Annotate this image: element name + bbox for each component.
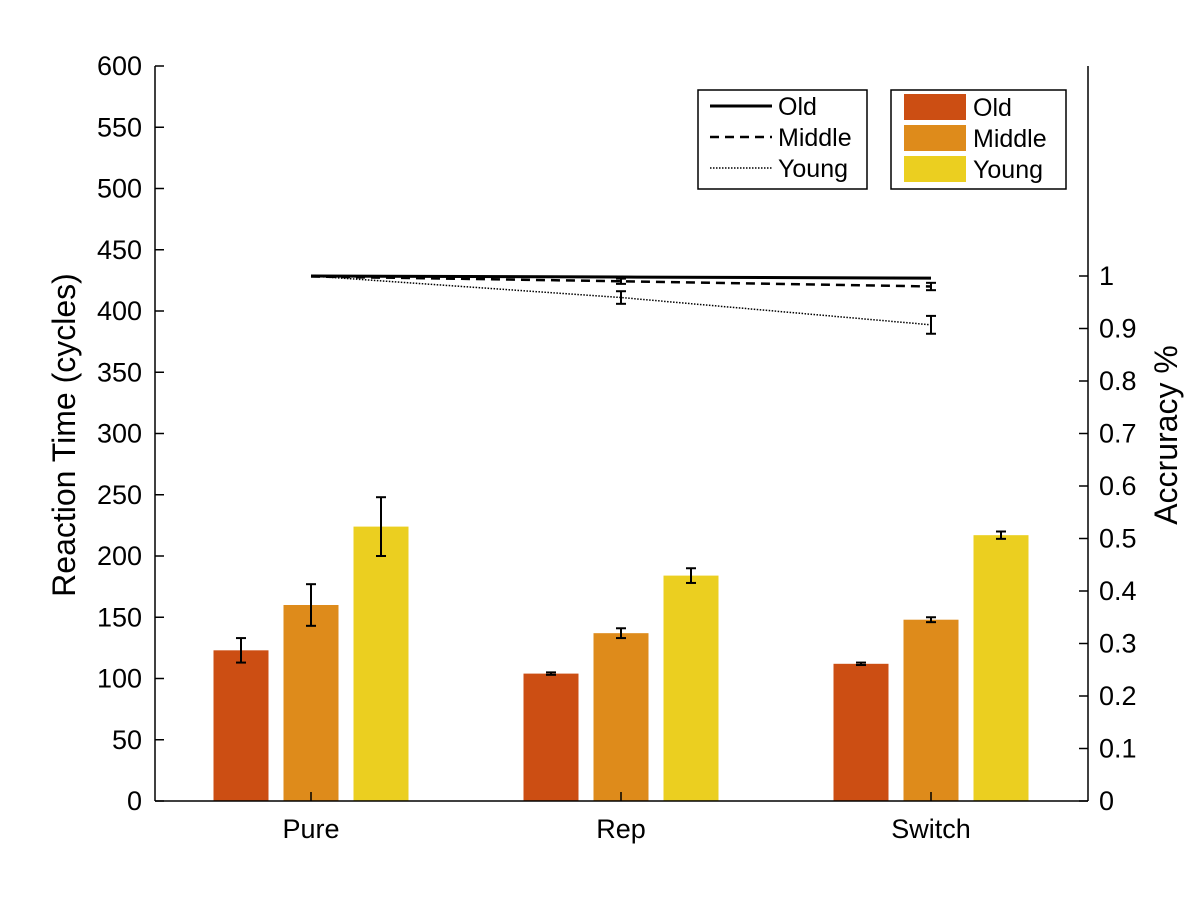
y-tick-label: 50 xyxy=(112,725,142,755)
y2-tick-label: 0.9 xyxy=(1099,314,1137,344)
y2-tick-label: 0.8 xyxy=(1099,366,1137,396)
legend-bar-label-middle: Middle xyxy=(973,125,1047,153)
y2-tick-label: 0.4 xyxy=(1099,576,1137,606)
x-tick-label: Switch xyxy=(891,814,971,844)
error-bar-young-pure xyxy=(376,496,386,557)
error-bar-old-switch xyxy=(856,661,866,667)
error-bar-middle-rep xyxy=(616,627,626,640)
bar-middle-rep xyxy=(593,633,649,801)
y2-tick-label: 0.6 xyxy=(1099,471,1137,501)
error-bar-old-pure xyxy=(236,637,246,664)
bar-middle-pure xyxy=(283,605,339,801)
bar-young-pure xyxy=(353,526,409,801)
y-tick-label: 600 xyxy=(97,51,142,81)
accuracy-error-middle-switch xyxy=(926,281,936,292)
error-bar-middle-switch xyxy=(926,616,936,624)
error-bar-middle-pure xyxy=(306,583,316,627)
line-legend: Old Middle Young xyxy=(697,89,868,190)
bar-legend: Old Middle Young xyxy=(890,89,1067,190)
bar-young-switch xyxy=(973,535,1029,801)
y2-tick-label: 0.5 xyxy=(1099,524,1137,554)
y-tick-label: 250 xyxy=(97,480,142,510)
y-axis-title: Reaction Time (cycles) xyxy=(46,273,82,597)
y-tick-label: 550 xyxy=(97,112,142,142)
y2-axis-title: Accruracу % xyxy=(1148,345,1184,525)
y-tick-label: 150 xyxy=(97,602,142,632)
legend-bar-swatch-old xyxy=(904,94,966,120)
bar-old-pure xyxy=(213,650,269,801)
y-tick-label: 400 xyxy=(97,296,142,326)
accuracy-line-middle xyxy=(310,275,932,288)
bar-layer xyxy=(213,496,1029,801)
line-layer xyxy=(310,274,936,335)
y-tick-label: 350 xyxy=(97,357,142,387)
bar-young-rep xyxy=(663,575,719,801)
legend-bar-label-old: Old xyxy=(973,94,1012,122)
y-tick-label: 200 xyxy=(97,541,142,571)
error-bar-young-rep xyxy=(686,567,696,584)
y-tick-label: 0 xyxy=(127,786,142,816)
y2-tick-label: 0.3 xyxy=(1099,629,1137,659)
y2-tick-label: 0.1 xyxy=(1099,734,1137,764)
y-tick-label: 100 xyxy=(97,664,142,694)
accuracy-error-young-rep xyxy=(616,290,626,305)
accuracy-error-young-switch xyxy=(926,314,936,335)
legend-bar-swatch-young xyxy=(904,156,966,182)
bar-middle-switch xyxy=(903,619,959,801)
x-tick-label: Pure xyxy=(282,814,339,844)
y-tick-label: 300 xyxy=(97,419,142,449)
axes: 0 50 100 150 200 250 300 350 400 450 500 550 600 0 0.1… xyxy=(97,51,1137,844)
legend-bar-swatch-middle xyxy=(904,125,966,151)
accuracy-error-middle-rep xyxy=(616,277,626,285)
legend-line-label-young: Young xyxy=(778,155,848,183)
y2-tick-label: 0 xyxy=(1099,786,1114,816)
y2-tick-label: 0.2 xyxy=(1099,681,1137,711)
error-bar-young-switch xyxy=(996,530,1006,540)
x-tick-label: Rep xyxy=(596,814,646,844)
y2-tick-label: 0.7 xyxy=(1099,419,1137,449)
bar-old-rep xyxy=(523,673,579,801)
legend-line-label-old: Old xyxy=(778,93,817,121)
legend-line-label-middle: Middle xyxy=(778,124,852,152)
legend-bar-label-young: Young xyxy=(973,156,1043,184)
y2-tick-label: 1 xyxy=(1099,261,1114,291)
error-bar-old-rep xyxy=(546,671,556,676)
y-tick-label: 500 xyxy=(97,174,142,204)
y-tick-label: 450 xyxy=(97,235,142,265)
bar-old-switch xyxy=(833,663,889,801)
accuracy-line-old xyxy=(310,274,932,280)
